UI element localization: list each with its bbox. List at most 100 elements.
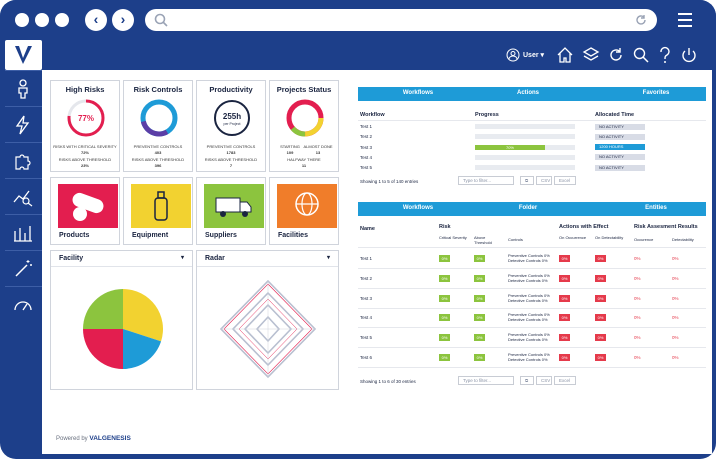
- risk-name[interactable]: Test 3: [360, 295, 373, 301]
- help-icon[interactable]: [656, 46, 674, 64]
- allocated-time-badge: NO ACTIVITY: [595, 154, 645, 161]
- sidebar-item-puzzle[interactable]: [5, 142, 42, 178]
- workflow-name[interactable]: Test 1: [360, 124, 373, 129]
- sidebar-item-analytics[interactable]: [5, 178, 42, 214]
- app-header: User ▾: [42, 40, 712, 70]
- high-risks-ring: 77%: [67, 99, 105, 137]
- sub-on-detectability[interactable]: On Detectability: [595, 235, 624, 240]
- excel-button[interactable]: Excel: [554, 376, 576, 385]
- sub-controls[interactable]: Controls: [508, 237, 523, 242]
- csv-button[interactable]: CSV: [536, 176, 552, 185]
- risk-filter-input[interactable]: Type to filter...: [458, 376, 514, 385]
- projects-status-ring: [286, 99, 324, 137]
- window-dot-1[interactable]: [15, 13, 29, 27]
- productivity-sub: per Project: [224, 122, 241, 126]
- critical-severity-badge: 0%: [439, 314, 450, 322]
- tile-products[interactable]: Products: [50, 177, 120, 245]
- home-icon[interactable]: [556, 46, 574, 64]
- risk-name[interactable]: Test 2: [360, 275, 373, 281]
- critical-severity-badge: 0%: [439, 354, 450, 361]
- sidebar-item-person[interactable]: [5, 70, 42, 106]
- col-workflow[interactable]: Workflow: [360, 112, 385, 118]
- tile-equipment[interactable]: Equipment: [123, 177, 193, 245]
- workflow-name[interactable]: Test 5: [360, 165, 373, 171]
- kpi-title: Projects Status: [276, 85, 332, 94]
- copy-button[interactable]: ⧉: [520, 376, 534, 385]
- row-divider: [358, 287, 706, 289]
- risk-name[interactable]: Test 4: [360, 315, 373, 321]
- tab-folder[interactable]: Folder: [518, 205, 538, 211]
- kpi-card-risk-controls[interactable]: Risk Controls PREVENTIVE CONTROLS 403 RI…: [123, 80, 193, 172]
- kpi-line1-value: 403: [154, 150, 162, 155]
- kpi-card-high-risks[interactable]: High Risks 77% RISKS WITH CRITICAL SEVER…: [50, 80, 120, 172]
- menu-icon[interactable]: [678, 13, 692, 31]
- window-dot-3[interactable]: [55, 13, 69, 27]
- workflow-name[interactable]: Test 2: [360, 134, 373, 140]
- forward-button[interactable]: ›: [112, 9, 134, 31]
- tab-actions[interactable]: Actions: [516, 90, 539, 96]
- col-progress[interactable]: Progress: [475, 112, 499, 118]
- critical-severity-badge: 0%: [439, 274, 450, 282]
- tile-label: Facilities: [278, 232, 308, 239]
- detectability-value: 0%: [672, 256, 679, 261]
- tile-suppliers[interactable]: Suppliers: [196, 177, 266, 245]
- critical-severity-badge: 0%: [439, 294, 450, 302]
- bar-chart-icon: [14, 226, 32, 242]
- chevron-down-icon[interactable]: ▾: [180, 255, 184, 261]
- col-name[interactable]: Name: [360, 226, 375, 232]
- layers-icon[interactable]: [582, 46, 600, 64]
- sub-above-threshold[interactable]: Above Threshold: [474, 235, 492, 245]
- workflow-name[interactable]: Test 4: [360, 154, 373, 160]
- kpi-line1: PREVENTIVE CONTROLS: [206, 144, 256, 149]
- tile-facilities[interactable]: Facilities: [269, 177, 339, 245]
- sidebar-item-lightning[interactable]: [5, 106, 42, 142]
- sub-detectability[interactable]: Detectability: [672, 237, 694, 242]
- window-dot-2[interactable]: [35, 13, 49, 27]
- reload-icon[interactable]: [633, 12, 649, 28]
- tab-favorites[interactable]: Favorites: [642, 90, 670, 96]
- gauge-icon: [14, 301, 32, 311]
- col-allocated-time[interactable]: Allocated Time: [595, 112, 635, 118]
- sub-on-occurrence[interactable]: On Occurrence: [559, 235, 587, 240]
- chevron-down-icon[interactable]: ▾: [326, 255, 330, 261]
- tab-workflows[interactable]: Workflows: [402, 205, 434, 211]
- risk-name[interactable]: Test 1: [360, 256, 373, 261]
- tab-entities[interactable]: Entities: [645, 205, 667, 211]
- refresh-icon[interactable]: [607, 46, 625, 64]
- kpi-card-productivity[interactable]: Productivity 255h per Project PREVENTIVE…: [196, 80, 266, 172]
- analytics-search-icon: [13, 190, 33, 207]
- magic-wand-icon: [15, 260, 32, 277]
- occurence-value: 0%: [634, 256, 641, 261]
- workflow-name[interactable]: Test 3: [360, 144, 373, 150]
- back-button[interactable]: ‹: [85, 9, 107, 31]
- search-icon[interactable]: [632, 46, 650, 64]
- allocated-time-badge: NO ACTIVITY: [595, 133, 645, 140]
- sub-critical-severity[interactable]: Critical Severity: [439, 235, 467, 240]
- csv-button[interactable]: CSV: [536, 376, 552, 385]
- pie-slice-0: [123, 289, 163, 342]
- workflow-filter-input[interactable]: Type to filter...: [458, 176, 514, 185]
- kpi-col2-value: 13: [315, 150, 321, 155]
- risk-name[interactable]: Test 6: [360, 355, 373, 360]
- progress-track: [475, 134, 575, 140]
- sub-occurence[interactable]: Occurence: [634, 237, 654, 242]
- copy-button[interactable]: ⧉: [520, 176, 534, 185]
- kpi-title: Productivity: [209, 85, 253, 94]
- detective-controls: Detective Controls 0%: [508, 297, 548, 303]
- kpi-card-projects-status[interactable]: Projects Status STARTING 109 ALMOST DONE…: [269, 80, 339, 172]
- sidebar-item-magic[interactable]: [5, 250, 42, 286]
- sidebar-item-gauge[interactable]: [5, 286, 42, 322]
- detective-controls: Detective Controls 0%: [508, 357, 548, 362]
- sidebar-item-reports[interactable]: [5, 214, 42, 250]
- preventive-controls: Preventive Controls 0%: [508, 272, 550, 278]
- power-icon[interactable]: [680, 46, 698, 64]
- excel-button[interactable]: Excel: [554, 176, 576, 185]
- detectability-value: 0%: [672, 275, 679, 281]
- risk-name[interactable]: Test 5: [360, 335, 373, 341]
- tile-label: Suppliers: [205, 232, 237, 239]
- occurence-value: 0%: [634, 355, 641, 360]
- kpi-line1: PREVENTIVE CONTROLS: [133, 144, 183, 149]
- tab-workflows[interactable]: Workflows: [402, 90, 434, 96]
- url-bar[interactable]: [145, 9, 657, 31]
